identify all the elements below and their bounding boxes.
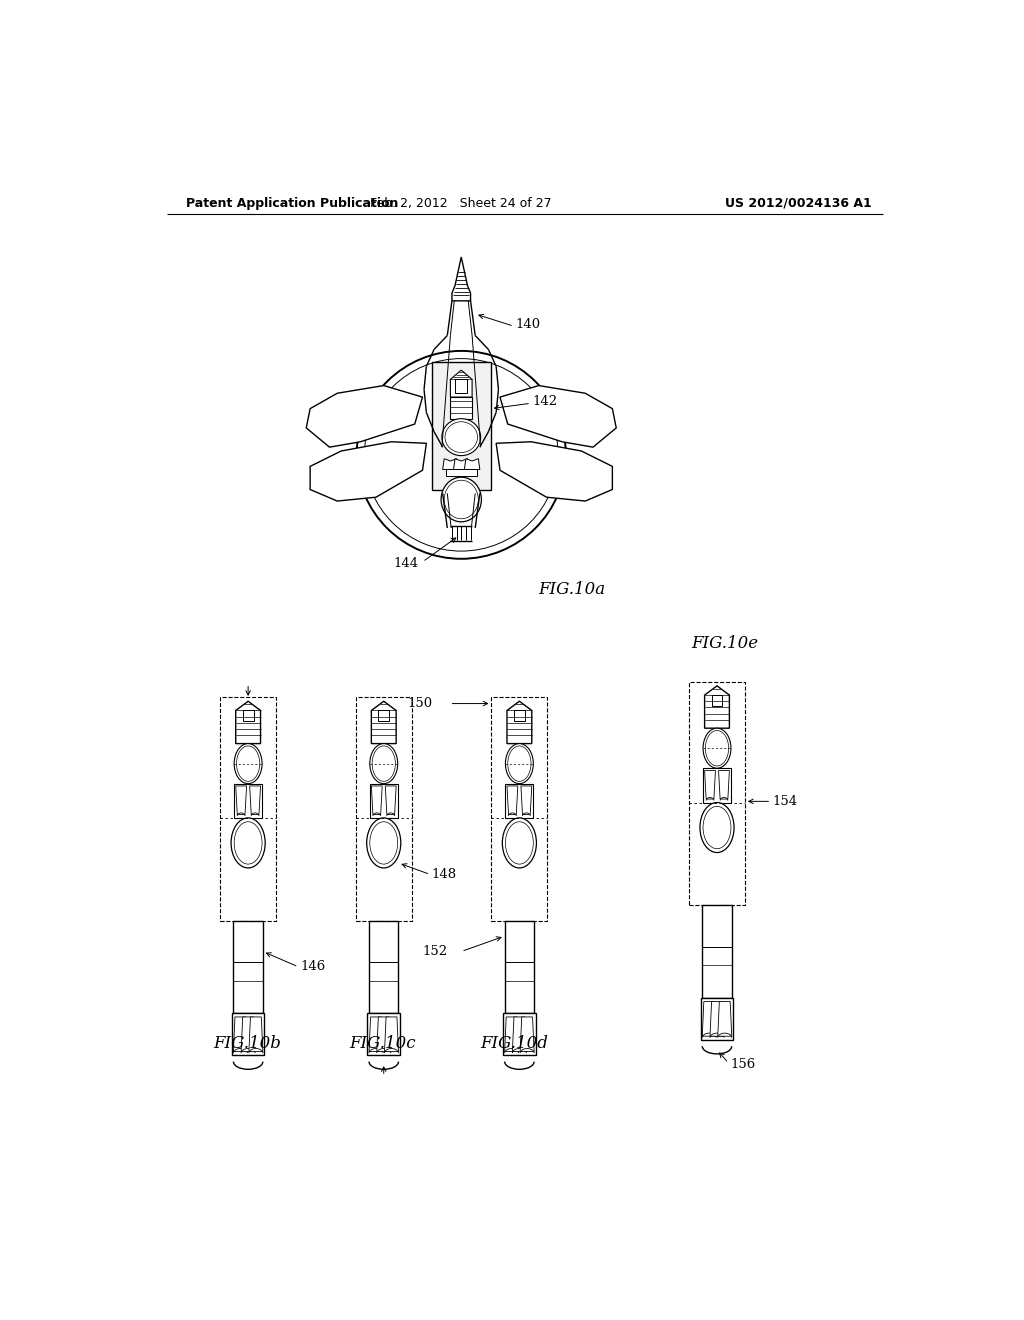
Ellipse shape <box>370 743 397 784</box>
Bar <box>243 710 254 721</box>
Bar <box>492 697 547 921</box>
Bar <box>220 697 276 921</box>
Text: Patent Application Publication: Patent Application Publication <box>186 197 398 210</box>
Text: FIG.10a: FIG.10a <box>539 581 606 598</box>
Bar <box>378 710 389 721</box>
Polygon shape <box>520 1016 535 1052</box>
Polygon shape <box>719 771 729 799</box>
Polygon shape <box>452 257 471 301</box>
Bar <box>689 682 744 906</box>
Bar <box>514 710 525 721</box>
Bar <box>505 921 535 1014</box>
Polygon shape <box>250 785 260 814</box>
Polygon shape <box>464 459 480 470</box>
Polygon shape <box>372 701 396 743</box>
Text: 156: 156 <box>730 1059 756 1072</box>
Bar <box>712 696 722 706</box>
Ellipse shape <box>442 418 480 455</box>
Polygon shape <box>377 1016 391 1052</box>
Polygon shape <box>710 1002 724 1036</box>
Ellipse shape <box>503 818 537 869</box>
Polygon shape <box>442 459 458 470</box>
Polygon shape <box>718 1002 732 1036</box>
Bar <box>231 1014 264 1056</box>
Text: 146: 146 <box>300 961 326 973</box>
Text: US 2012/0024136 A1: US 2012/0024136 A1 <box>725 197 872 210</box>
Bar <box>506 784 534 818</box>
Ellipse shape <box>231 818 265 869</box>
Polygon shape <box>500 385 616 447</box>
Bar <box>455 379 467 393</box>
Bar <box>370 784 397 818</box>
Bar <box>234 784 262 818</box>
Text: Feb. 2, 2012   Sheet 24 of 27: Feb. 2, 2012 Sheet 24 of 27 <box>371 197 552 210</box>
Polygon shape <box>306 385 423 447</box>
Polygon shape <box>507 701 531 743</box>
Bar <box>503 1014 536 1056</box>
Bar <box>368 1014 400 1056</box>
Ellipse shape <box>234 743 262 784</box>
Text: FIG.10b: FIG.10b <box>213 1035 282 1052</box>
Bar <box>369 921 398 1014</box>
Ellipse shape <box>441 477 481 521</box>
Text: 140: 140 <box>515 318 541 331</box>
Text: 150: 150 <box>407 697 432 710</box>
Polygon shape <box>385 1016 398 1052</box>
Polygon shape <box>369 1016 383 1052</box>
Text: FIG.10e: FIG.10e <box>691 635 759 652</box>
Text: FIG.10d: FIG.10d <box>480 1035 549 1052</box>
Bar <box>700 998 733 1040</box>
Polygon shape <box>241 1016 255 1052</box>
Polygon shape <box>233 1016 248 1052</box>
Bar <box>702 906 732 998</box>
Polygon shape <box>310 442 426 502</box>
Bar <box>233 921 263 1014</box>
Text: 142: 142 <box>532 395 558 408</box>
Polygon shape <box>496 442 612 502</box>
Polygon shape <box>705 686 729 729</box>
Text: FIG.10c: FIG.10c <box>349 1035 416 1052</box>
Text: 152: 152 <box>423 945 447 958</box>
Polygon shape <box>451 370 472 397</box>
Ellipse shape <box>703 729 731 768</box>
Polygon shape <box>705 771 716 799</box>
Polygon shape <box>236 785 247 814</box>
Polygon shape <box>454 459 469 470</box>
Bar <box>445 470 477 475</box>
Ellipse shape <box>367 818 400 869</box>
Text: 148: 148 <box>432 869 457 880</box>
Text: 144: 144 <box>393 557 418 570</box>
Polygon shape <box>372 785 382 814</box>
Bar <box>356 697 412 921</box>
Polygon shape <box>702 1002 716 1036</box>
Polygon shape <box>385 785 396 814</box>
Ellipse shape <box>506 743 534 784</box>
Polygon shape <box>236 701 260 743</box>
Text: 154: 154 <box>773 795 798 808</box>
Polygon shape <box>249 1016 263 1052</box>
Polygon shape <box>507 785 518 814</box>
Polygon shape <box>512 1016 526 1052</box>
Bar <box>703 768 731 803</box>
Polygon shape <box>521 785 531 814</box>
Ellipse shape <box>700 803 734 853</box>
Bar <box>451 397 472 418</box>
Bar <box>432 363 490 490</box>
Polygon shape <box>505 1016 518 1052</box>
